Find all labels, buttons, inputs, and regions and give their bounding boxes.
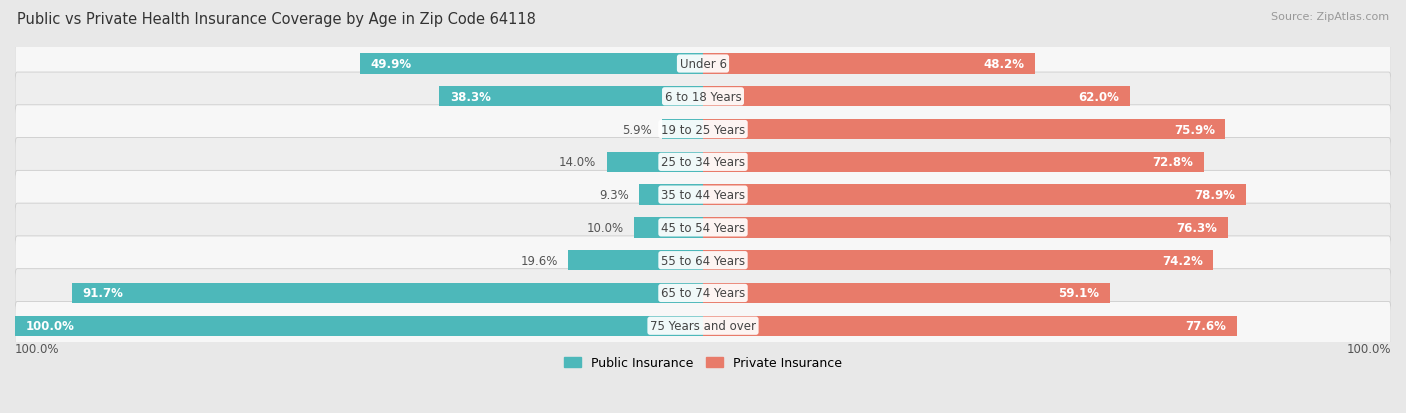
Text: 72.8%: 72.8% — [1153, 156, 1194, 169]
FancyBboxPatch shape — [15, 269, 1391, 318]
Text: 25 to 34 Years: 25 to 34 Years — [661, 156, 745, 169]
Text: 10.0%: 10.0% — [586, 221, 624, 234]
Bar — [662, 120, 703, 140]
Text: 38.3%: 38.3% — [450, 90, 491, 104]
Text: 6 to 18 Years: 6 to 18 Years — [665, 90, 741, 104]
Text: 91.7%: 91.7% — [83, 287, 124, 300]
Bar — [638, 185, 703, 205]
Bar — [703, 250, 1213, 271]
FancyBboxPatch shape — [15, 73, 1391, 121]
Bar — [703, 283, 1109, 304]
Text: Source: ZipAtlas.com: Source: ZipAtlas.com — [1271, 12, 1389, 22]
Text: 100.0%: 100.0% — [1347, 342, 1391, 355]
Bar — [360, 54, 703, 74]
Text: 74.2%: 74.2% — [1163, 254, 1204, 267]
Bar — [703, 120, 1225, 140]
Text: 9.3%: 9.3% — [599, 189, 628, 202]
Text: 5.9%: 5.9% — [623, 123, 652, 136]
Bar — [703, 152, 1204, 173]
Text: 19 to 25 Years: 19 to 25 Years — [661, 123, 745, 136]
Legend: Public Insurance, Private Insurance: Public Insurance, Private Insurance — [558, 351, 848, 374]
Text: 35 to 44 Years: 35 to 44 Years — [661, 189, 745, 202]
Bar — [703, 185, 1246, 205]
Bar — [72, 283, 703, 304]
Text: 19.6%: 19.6% — [520, 254, 558, 267]
Bar — [703, 87, 1129, 107]
Bar — [634, 218, 703, 238]
Text: 62.0%: 62.0% — [1078, 90, 1119, 104]
Text: Public vs Private Health Insurance Coverage by Age in Zip Code 64118: Public vs Private Health Insurance Cover… — [17, 12, 536, 27]
FancyBboxPatch shape — [15, 171, 1391, 219]
Text: 100.0%: 100.0% — [15, 342, 59, 355]
FancyBboxPatch shape — [15, 40, 1391, 88]
FancyBboxPatch shape — [15, 106, 1391, 154]
Text: 77.6%: 77.6% — [1185, 319, 1226, 332]
Text: 75 Years and over: 75 Years and over — [650, 319, 756, 332]
Text: 14.0%: 14.0% — [560, 156, 596, 169]
Bar — [568, 250, 703, 271]
Bar — [15, 316, 703, 336]
Bar — [703, 316, 1237, 336]
Bar — [606, 152, 703, 173]
Text: 55 to 64 Years: 55 to 64 Years — [661, 254, 745, 267]
Text: 78.9%: 78.9% — [1195, 189, 1236, 202]
Text: 75.9%: 75.9% — [1174, 123, 1215, 136]
Text: 59.1%: 59.1% — [1059, 287, 1099, 300]
Text: 48.2%: 48.2% — [983, 58, 1025, 71]
FancyBboxPatch shape — [15, 236, 1391, 285]
Text: 45 to 54 Years: 45 to 54 Years — [661, 221, 745, 234]
Bar — [703, 218, 1227, 238]
Text: 49.9%: 49.9% — [370, 58, 411, 71]
FancyBboxPatch shape — [15, 204, 1391, 252]
Bar — [440, 87, 703, 107]
Text: 65 to 74 Years: 65 to 74 Years — [661, 287, 745, 300]
FancyBboxPatch shape — [15, 302, 1391, 350]
Text: 100.0%: 100.0% — [25, 319, 75, 332]
Text: 76.3%: 76.3% — [1177, 221, 1218, 234]
Text: Under 6: Under 6 — [679, 58, 727, 71]
FancyBboxPatch shape — [15, 138, 1391, 187]
Bar — [703, 54, 1035, 74]
